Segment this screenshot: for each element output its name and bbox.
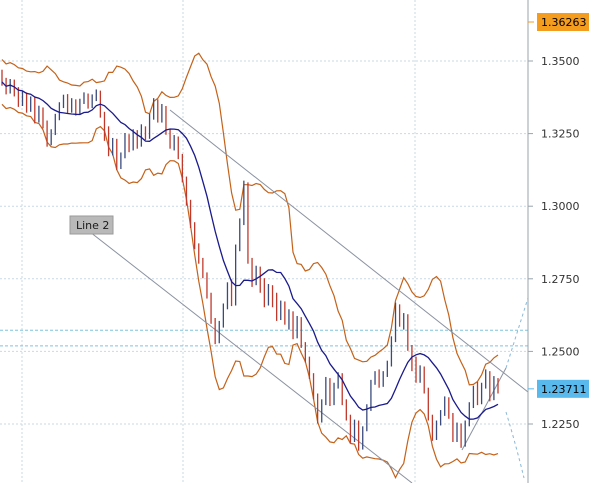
- projection-dashed-upper[interactable]: [505, 297, 529, 369]
- price-bars: [1, 69, 499, 451]
- price-badge: [537, 13, 589, 31]
- trendline-labels[interactable]: Line 2: [69, 215, 114, 235]
- price-tick-label: 1.2250: [541, 418, 580, 431]
- price-tick-label: 1.2500: [541, 345, 580, 358]
- bollinger-lower-line: [1, 103, 499, 479]
- price-badges: 1.36263 1.23711: [528, 13, 589, 398]
- projection-dashed-lower[interactable]: [505, 411, 525, 479]
- price-tick-label: 1.3500: [541, 55, 580, 68]
- price-badge-label: 1.23711: [541, 383, 587, 396]
- price-badge-label: 1.36263: [541, 16, 587, 29]
- trendline-label-text: Line 2: [76, 219, 109, 232]
- price-tick-label: 1.3250: [541, 128, 580, 141]
- channel-upper-line[interactable]: [169, 109, 529, 393]
- moving-average: [1, 81, 499, 420]
- price-axis-background: [528, 0, 593, 483]
- price-axis[interactable]: 1.2250 1.2500 1.2750 1.3000 1.3250 1.3500: [527, 0, 593, 483]
- bollinger-upper-line: [1, 52, 499, 386]
- price-badge: [537, 379, 589, 398]
- trendline-label-box[interactable]: [69, 215, 114, 235]
- projection-line[interactable]: [461, 367, 507, 451]
- bollinger-bands: [1, 52, 499, 479]
- moving-average-line: [1, 81, 499, 420]
- price-tick-label: 1.3000: [541, 200, 580, 213]
- price-tick-label: 1.2750: [541, 273, 580, 286]
